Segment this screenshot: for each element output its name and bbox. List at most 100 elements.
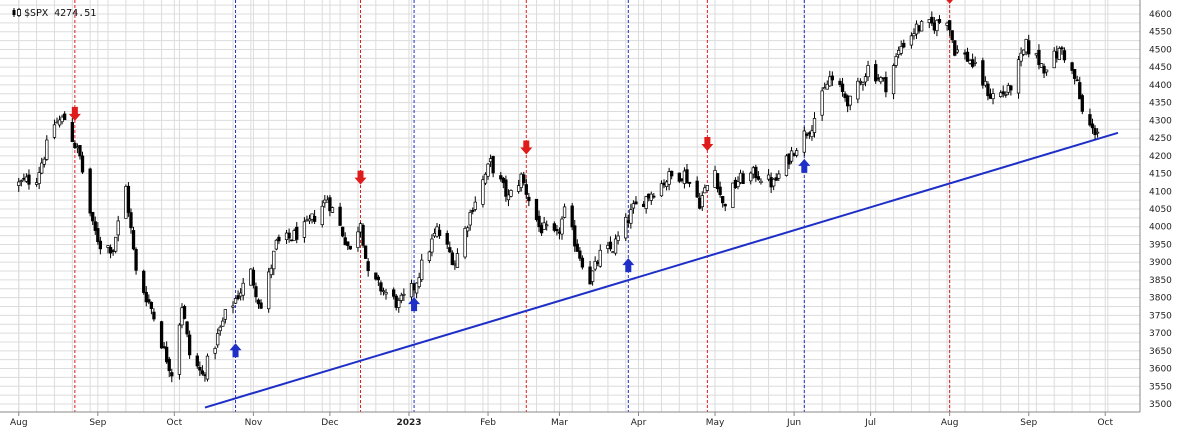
sell-arrow-icon: [520, 140, 533, 155]
candle-up: [983, 80, 988, 86]
y-tick-label: 4100: [1149, 187, 1172, 197]
candle-up: [759, 180, 763, 183]
candle-down: [256, 299, 261, 305]
candle-up: [858, 80, 863, 83]
x-tick-label: Jun: [786, 418, 801, 428]
candle-down: [343, 237, 347, 246]
candle-up: [430, 238, 434, 253]
candle-up: [825, 83, 829, 90]
candle-up: [216, 333, 220, 346]
candle-down: [580, 257, 585, 268]
y-tick-label: 4450: [1149, 63, 1172, 73]
signal-lines: [74, 0, 951, 412]
candle-down: [152, 311, 156, 320]
candle-down: [131, 230, 136, 250]
candle-down: [295, 226, 299, 240]
candle-down: [937, 19, 942, 23]
x-tick-label: Aug: [10, 418, 28, 428]
candle-down: [346, 241, 350, 246]
candle-down: [1078, 82, 1082, 100]
y-tick-label: 3700: [1149, 329, 1172, 339]
candle-down: [1093, 128, 1097, 136]
candle-up: [736, 181, 740, 188]
candle-up: [356, 231, 360, 248]
candle-up: [213, 348, 217, 354]
candle-up: [810, 130, 814, 138]
candle-down: [170, 372, 174, 377]
candle-down: [341, 226, 345, 237]
candle-down: [165, 346, 169, 363]
x-tick-label: Feb: [480, 418, 496, 428]
candle-up: [320, 205, 324, 225]
candle-up: [42, 158, 46, 165]
candle-down: [670, 170, 674, 177]
candle-down: [159, 321, 164, 349]
legend: $SPX 4274.51: [12, 8, 96, 19]
y-tick-label: 3750: [1149, 311, 1172, 321]
candle-down: [721, 196, 725, 204]
candle-down: [1080, 95, 1084, 112]
x-tick-label: May: [706, 418, 725, 428]
candle-up: [659, 183, 664, 197]
candle-up: [593, 260, 597, 270]
x-tick-label: Oct: [1097, 418, 1113, 428]
candle-down: [376, 276, 381, 281]
candle-up: [866, 65, 870, 78]
candle-down: [838, 80, 842, 86]
candle-up: [919, 21, 924, 32]
y-tick-label: 4200: [1149, 152, 1172, 162]
candle-down: [685, 169, 689, 184]
buy-arrow-icon: [622, 258, 635, 273]
buy-arrow-icon: [229, 343, 242, 358]
candle-down: [534, 198, 539, 220]
candle-down: [185, 321, 189, 335]
candle-down: [96, 228, 100, 242]
candle-down: [884, 77, 888, 93]
candle-up: [624, 216, 628, 239]
candle-up: [114, 236, 118, 252]
candle-up: [473, 201, 477, 210]
candle-down: [78, 145, 82, 157]
candle-up: [468, 212, 472, 226]
candle-up: [590, 270, 595, 282]
candle-up: [17, 181, 21, 186]
y-axis: 3500 3550 3600 3650 3700 3750 3800 3850 3900 3950…: [1149, 10, 1172, 410]
candle-up: [1016, 59, 1021, 94]
candle-down: [392, 289, 396, 297]
candle-down: [555, 229, 559, 232]
candle-up: [397, 300, 401, 308]
y-tick-label: 3650: [1149, 347, 1172, 357]
candle-up: [935, 19, 939, 32]
candle-down: [578, 250, 582, 259]
candle-down: [1088, 114, 1092, 126]
candle-down: [695, 180, 699, 198]
candle-up: [616, 235, 620, 241]
candle-down: [27, 174, 31, 185]
candle-up: [991, 93, 995, 100]
x-tick-label: 2023: [396, 418, 421, 428]
x-tick-label: Oct: [167, 418, 183, 428]
candle-up: [794, 150, 799, 156]
candle-down: [91, 211, 95, 222]
x-tick-label: Sep: [89, 418, 106, 428]
candle-down: [1070, 62, 1074, 71]
candle-down: [98, 240, 103, 250]
candle-down: [366, 261, 370, 272]
candle-down: [361, 224, 365, 246]
candle-up: [667, 171, 671, 185]
candle-down: [634, 201, 638, 205]
candle-down: [741, 173, 745, 184]
candle-down: [950, 30, 954, 41]
candle-down: [1072, 69, 1077, 79]
candle-down: [374, 272, 378, 280]
candle-down: [88, 168, 92, 214]
x-tick-label: Apr: [631, 418, 647, 428]
candle-up: [465, 227, 470, 232]
candle-down: [167, 358, 171, 372]
candle-down: [953, 40, 957, 56]
candle-down: [198, 367, 202, 371]
x-tick-label: Nov: [245, 418, 263, 428]
candle-up: [731, 182, 735, 208]
